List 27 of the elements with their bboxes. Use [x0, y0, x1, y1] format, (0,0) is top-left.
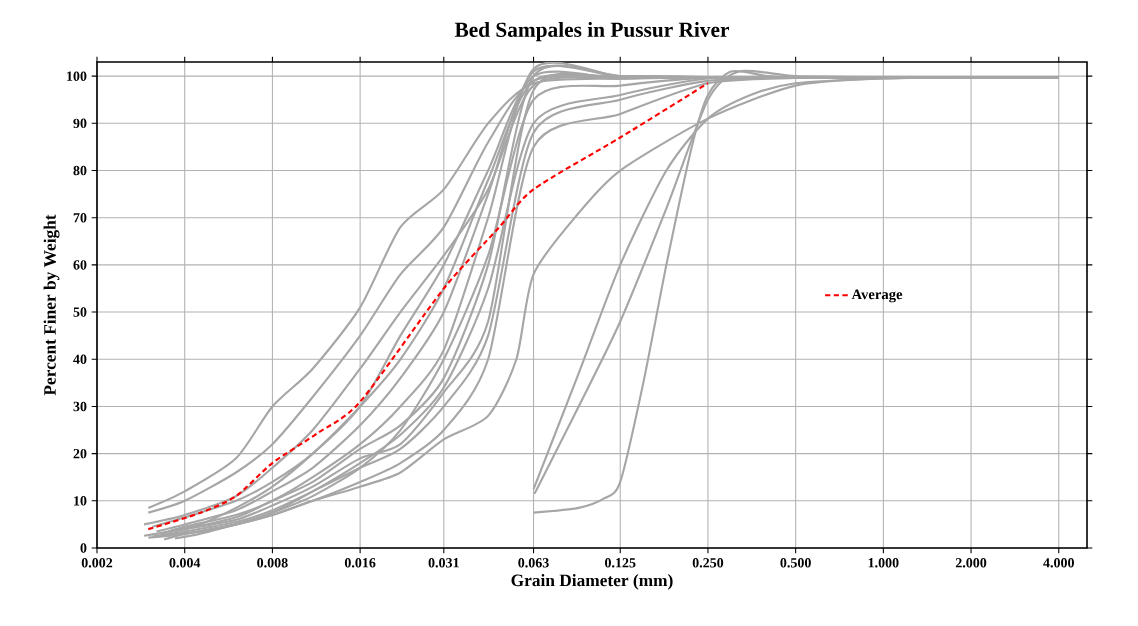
x-tick-label: 1.000: [868, 558, 899, 568]
y-tick-label: 60: [73, 260, 87, 270]
y-tick-label: 30: [73, 401, 87, 412]
x-tick-label: 2.000: [955, 558, 987, 568]
x-tick-label: 0.031: [428, 558, 459, 568]
x-tick-label: 0.125: [605, 558, 636, 568]
y-tick-label: 40: [73, 354, 87, 364]
x-tick-label: 0.004: [169, 558, 201, 568]
y-tick-label: 80: [73, 165, 87, 176]
y-tick-label: 90: [73, 118, 87, 129]
x-axis-title: Grain Diameter (mm): [511, 574, 673, 590]
y-tick-label: 20: [73, 448, 87, 459]
x-tick-label: 4.000: [1043, 558, 1074, 568]
x-tick-label: 0.016: [344, 558, 376, 568]
x-tick-label: 0.063: [518, 558, 549, 568]
y-tick-label: 0: [80, 543, 87, 553]
x-tick-label: 0.008: [257, 558, 288, 568]
chart-title: Bed Sampales in Pussur River: [454, 21, 730, 42]
y-tick-label: 100: [67, 71, 87, 81]
legend-label: Average: [851, 289, 903, 303]
x-tick-label: 0.500: [780, 558, 811, 568]
x-tick-label: 0.002: [81, 558, 113, 568]
y-axis-title: Percent Finer by Weight: [43, 214, 60, 396]
y-tick-label: 70: [73, 212, 87, 223]
x-tick-label: 0.250: [692, 558, 724, 568]
y-tick-label: 10: [74, 496, 87, 506]
y-tick-label: 50: [73, 307, 87, 317]
